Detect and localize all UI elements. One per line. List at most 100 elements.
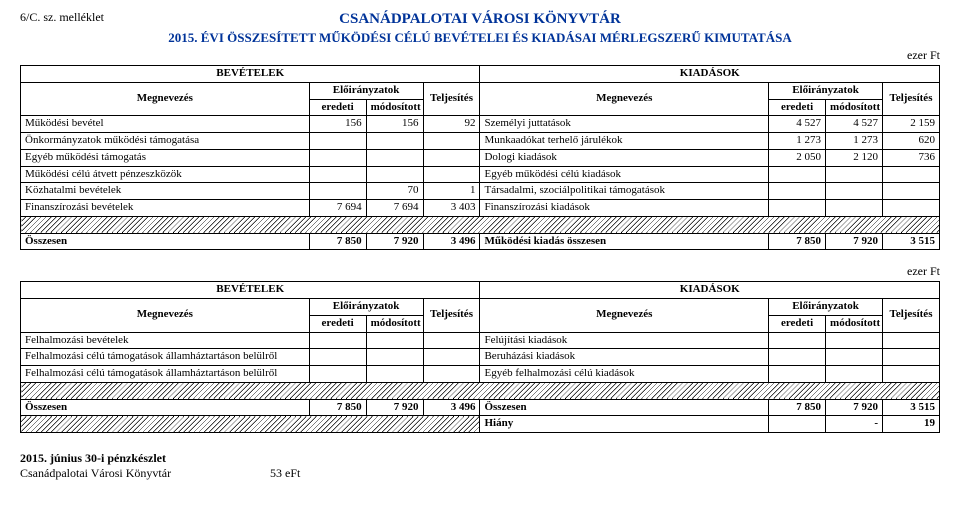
- table-cell: Egyéb működési célú kiadások: [480, 166, 769, 183]
- table-cell: 620: [882, 133, 939, 150]
- table-cell: [769, 349, 826, 366]
- table-row: Finanszírozási bevételek7 6947 6943 403F…: [21, 200, 940, 217]
- table-cell: -: [826, 416, 883, 433]
- table-cell: Működési bevétel: [21, 116, 310, 133]
- table-cell: Felhalmozási célú támogatások államházta…: [21, 366, 310, 383]
- table-cell: [309, 349, 366, 366]
- table-cell: [769, 183, 826, 200]
- table-cell: 7 850: [769, 233, 826, 250]
- hdr2-revenues: BEVÉTELEK: [21, 282, 480, 299]
- table-cell: [826, 183, 883, 200]
- title-block: CSANÁDPALOTAI VÁROSI KÖNYVTÁR 2015. ÉVI …: [20, 11, 940, 46]
- table-cell: Beruházási kiadások: [480, 349, 769, 366]
- table-cell: [769, 366, 826, 383]
- table-row: Egyéb működési támogatásDologi kiadások2…: [21, 149, 940, 166]
- hdr-approp-left: Előirányzatok: [309, 82, 423, 99]
- table-cell: [366, 332, 423, 349]
- table-cell: [423, 332, 480, 349]
- table-cell: 2 050: [769, 149, 826, 166]
- table-cell: [423, 349, 480, 366]
- table-cell: [309, 183, 366, 200]
- hdr-approp-right: Előirányzatok: [769, 82, 883, 99]
- table-cell: [423, 149, 480, 166]
- table-cell: Összesen: [21, 399, 310, 416]
- table-cell: Dologi kiadások: [480, 149, 769, 166]
- table-row: Önkormányzatok működési támogatásaMunkaa…: [21, 133, 940, 150]
- table-cell: [882, 332, 939, 349]
- table-cell: [366, 166, 423, 183]
- table-cell: 2 120: [826, 149, 883, 166]
- hdr2-fulfill-left: Teljesítés: [423, 299, 480, 333]
- table-cell: Finanszírozási bevételek: [21, 200, 310, 217]
- table-cell: [882, 166, 939, 183]
- hdr2-expenses: KIADÁSOK: [480, 282, 940, 299]
- table-cell: [309, 133, 366, 150]
- table-cell: 3 515: [882, 233, 939, 250]
- table-cell: [309, 166, 366, 183]
- table-cell: [366, 149, 423, 166]
- table-cell: Társadalmi, szociálpolitikai támogatások: [480, 183, 769, 200]
- table-cell: 2 159: [882, 116, 939, 133]
- hdr2-name-left: Megnevezés: [21, 299, 310, 333]
- table-cell: [309, 149, 366, 166]
- hatched-cell: [21, 382, 940, 399]
- total-row: Összesen7 8507 9203 496Összesen7 8507 92…: [21, 399, 940, 416]
- hdr2-modified-right: módosított: [826, 315, 883, 332]
- table-cell: Felhalmozási célú támogatások államházta…: [21, 349, 310, 366]
- table-cell: Működési célú átvett pénzeszközök: [21, 166, 310, 183]
- table-row: Működési célú átvett pénzeszközök Egyéb m…: [21, 166, 940, 183]
- hatched-cell: [21, 216, 940, 233]
- table-cell: [769, 332, 826, 349]
- table-cell: Közhatalmi bevételek: [21, 183, 310, 200]
- hdr-name-right: Megnevezés: [480, 82, 769, 116]
- capital-table: BEVÉTELEK KIADÁSOK Megnevezés Előirányza…: [20, 281, 940, 433]
- hatched-row: [21, 216, 940, 233]
- table-cell: Összesen: [21, 233, 310, 250]
- table-cell: Munkaadókat terhelő járulékok: [480, 133, 769, 150]
- hdr-fulfill-right: Teljesítés: [882, 82, 939, 116]
- table-cell: [423, 166, 480, 183]
- table-cell: 4 527: [826, 116, 883, 133]
- table-cell: 156: [366, 116, 423, 133]
- hdr-original-left: eredeti: [309, 99, 366, 116]
- table-cell: 4 527: [769, 116, 826, 133]
- table-cell: [769, 416, 826, 433]
- table-cell: 1 273: [769, 133, 826, 150]
- table-cell: Felhalmozási bevételek: [21, 332, 310, 349]
- table-cell: 7 850: [309, 399, 366, 416]
- table-cell: 7 850: [309, 233, 366, 250]
- table-cell: [882, 349, 939, 366]
- table-row: Közhatalmi bevételek701Társadalmi, szoci…: [21, 183, 940, 200]
- table-cell: 19: [882, 416, 939, 433]
- table-cell: Összesen: [480, 399, 769, 416]
- table-cell: [366, 366, 423, 383]
- hdr2-name-right: Megnevezés: [480, 299, 769, 333]
- hdr-name-left: Megnevezés: [21, 82, 310, 116]
- table-cell: Egyéb felhalmozási célú kiadások: [480, 366, 769, 383]
- table-cell: 7 694: [309, 200, 366, 217]
- table-cell: 70: [366, 183, 423, 200]
- table-row: Működési bevétel15615692Személyi juttatá…: [21, 116, 940, 133]
- table-cell: 3 496: [423, 399, 480, 416]
- hdr-modified-left: módosított: [366, 99, 423, 116]
- table-cell: [826, 349, 883, 366]
- table-cell: Finanszírozási kiadások: [480, 200, 769, 217]
- table-cell: [309, 366, 366, 383]
- table-cell: Működési kiadás összesen: [480, 233, 769, 250]
- table-cell: [423, 366, 480, 383]
- table-cell: 1 273: [826, 133, 883, 150]
- table-cell: [309, 332, 366, 349]
- table-cell: [826, 332, 883, 349]
- unit-label: ezer Ft: [20, 48, 940, 63]
- table-cell: [423, 133, 480, 150]
- table-cell: Személyi juttatások: [480, 116, 769, 133]
- table-cell: [366, 349, 423, 366]
- hdr2-original-right: eredeti: [769, 315, 826, 332]
- table-cell: Felújítási kiadások: [480, 332, 769, 349]
- unit-label-2: ezer Ft: [20, 264, 940, 279]
- table-cell: 7 850: [769, 399, 826, 416]
- operating-table: BEVÉTELEK KIADÁSOK Megnevezés Előirányza…: [20, 65, 940, 250]
- footer: 2015. június 30-i pénzkészlet Csanádpalo…: [20, 451, 940, 481]
- table-cell: Hiány: [480, 416, 769, 433]
- hdr-modified-right: módosított: [826, 99, 883, 116]
